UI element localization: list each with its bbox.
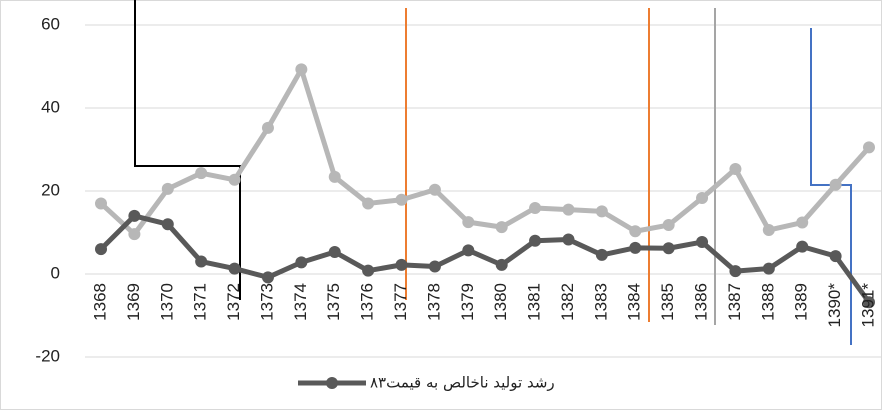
x-tick-label: 1382: [558, 283, 577, 321]
x-tick-label: 1371: [191, 283, 210, 321]
data-point: [195, 167, 207, 179]
data-point: [562, 204, 574, 216]
data-point: [863, 141, 875, 153]
chart-frame: [1, 1, 882, 410]
x-tick-label: 1369: [124, 283, 143, 321]
legend-marker: [326, 377, 338, 389]
data-point: [830, 179, 842, 191]
data-point: [462, 216, 474, 228]
data-point: [496, 221, 508, 233]
data-point: [796, 241, 808, 253]
data-point: [128, 228, 140, 240]
data-point: [663, 219, 675, 231]
data-point: [262, 122, 274, 134]
data-point: [95, 243, 107, 255]
data-point: [162, 183, 174, 195]
data-point: [663, 242, 675, 254]
data-point: [830, 250, 842, 262]
data-point: [295, 256, 307, 268]
x-tick-label: 1377: [391, 283, 410, 321]
data-point: [396, 259, 408, 271]
x-tick-label: 1368: [90, 283, 109, 321]
x-tick-label: 1388: [758, 283, 777, 321]
data-point: [763, 263, 775, 275]
y-tick-label: 60: [41, 14, 60, 33]
data-point: [529, 202, 541, 214]
y-tick-label: 0: [51, 263, 60, 282]
data-point: [629, 242, 641, 254]
data-point: [629, 225, 641, 237]
x-tick-label: 1386: [692, 283, 711, 321]
x-tick-label: 1370: [157, 283, 176, 321]
data-point: [362, 197, 374, 209]
legend-label: رشد تولید ناخالص به قیمت۸۳: [370, 374, 555, 392]
x-tick-label: 1379: [458, 283, 477, 321]
data-point: [562, 234, 574, 246]
x-tick-label: 1376: [358, 283, 377, 321]
data-point: [362, 265, 374, 277]
data-point: [329, 246, 341, 258]
y-tick-label: 20: [41, 180, 60, 199]
x-tick-label: 1372: [224, 283, 243, 321]
data-point: [462, 244, 474, 256]
data-point: [763, 224, 775, 236]
data-point: [729, 163, 741, 175]
data-point: [729, 265, 741, 277]
data-point: [229, 174, 241, 186]
data-point: [162, 218, 174, 230]
y-tick-label: -20: [35, 346, 60, 365]
x-tick-label: 1385: [658, 283, 677, 321]
data-point: [496, 259, 508, 271]
data-point: [596, 205, 608, 217]
data-point: [529, 235, 541, 247]
x-tick-label: 1383: [591, 283, 610, 321]
data-point: [796, 217, 808, 229]
x-tick-label: 1387: [725, 283, 744, 321]
data-point: [262, 271, 274, 283]
data-point: [429, 184, 441, 196]
data-point: [396, 194, 408, 206]
x-tick-label: 1378: [424, 283, 443, 321]
x-tick-label: 1380: [491, 283, 510, 321]
data-point: [195, 256, 207, 268]
x-tick-label: 1373: [257, 283, 276, 321]
data-point: [596, 249, 608, 261]
data-point: [128, 210, 140, 222]
data-point: [696, 192, 708, 204]
x-tick-label: 1384: [625, 283, 644, 321]
x-tick-label: 1389: [792, 283, 811, 321]
x-tick-label: 1381: [525, 283, 544, 321]
data-point: [229, 263, 241, 275]
chart: -20 0 20 40 60 1368 1369 1370 1371 1372 1373 1374 13…: [0, 0, 882, 410]
data-point: [295, 63, 307, 75]
data-point: [95, 197, 107, 209]
x-tick-label: 1390*: [825, 283, 844, 328]
x-tick-label: 1391*: [858, 283, 877, 328]
data-point: [696, 236, 708, 248]
data-point: [429, 261, 441, 273]
y-tick-label: 40: [41, 97, 60, 116]
x-tick-label: 1374: [291, 283, 310, 321]
x-tick-label: 1375: [324, 283, 343, 321]
data-point: [329, 171, 341, 183]
